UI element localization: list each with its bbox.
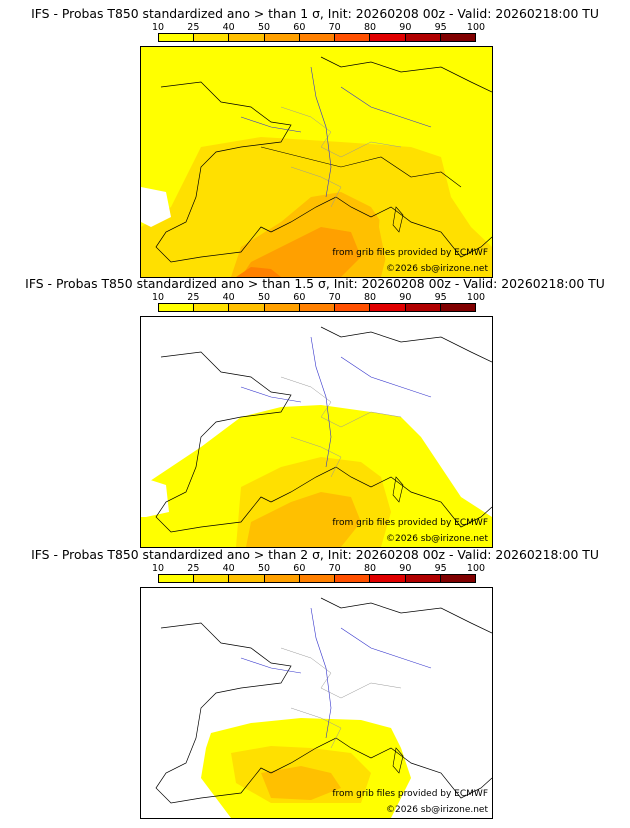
legend-color-segment — [229, 34, 265, 41]
copyright-text: ©2026 sb@irizone.net — [386, 264, 488, 274]
map-panel-1: IFS - Probas T850 standardized ano > tha… — [0, 6, 630, 278]
map-graphic — [141, 47, 492, 277]
legend-tick-label: 90 — [399, 22, 412, 33]
legend-color-segment — [264, 304, 300, 311]
legend-color-segment — [299, 575, 336, 582]
legend-tick-label: 80 — [363, 22, 377, 33]
corsica-outline — [392, 206, 404, 233]
legend-color-segment — [405, 34, 441, 41]
data-source-credit: from grib files provided by ECMWF — [332, 248, 488, 258]
legend-color-segment — [264, 34, 300, 41]
map-graphic — [141, 588, 492, 818]
legend-tick-label: 70 — [328, 292, 341, 303]
legend-color-segment — [370, 575, 406, 582]
legend-tick-label: 70 — [328, 563, 341, 574]
legend-color-segment — [159, 304, 195, 311]
legend-color-segment — [335, 575, 371, 582]
corsica-outline — [392, 476, 404, 503]
legend-color-segment — [405, 575, 441, 582]
corsica-outline — [392, 747, 404, 774]
legend-tick-label: 60 — [293, 563, 306, 574]
panel-title: IFS - Probas T850 standardized ano > tha… — [31, 6, 599, 21]
coastline — [155, 81, 292, 263]
legend-color-segment — [229, 575, 265, 582]
legend-tick-label: 80 — [363, 563, 377, 574]
legend-color-segment — [229, 304, 265, 311]
data-source-credit: from grib files provided by ECMWF — [332, 789, 488, 799]
region-borders — [280, 647, 402, 699]
legend-tick-label: 100 — [466, 563, 486, 574]
legend-color-segment — [335, 34, 371, 41]
legend-tick-label: 60 — [293, 292, 306, 303]
map-graphic — [141, 317, 492, 547]
prob-field-60 — [236, 267, 281, 277]
legend-tick-label: 80 — [363, 292, 377, 303]
color-legend-bar — [158, 303, 476, 312]
copyright-text: ©2026 sb@irizone.net — [386, 805, 488, 815]
legend-tick-label: 60 — [293, 22, 306, 33]
coastline — [155, 351, 292, 533]
legend-color-segment — [440, 304, 475, 311]
legend-tick-label: 90 — [399, 292, 412, 303]
prob-field-40 — [246, 492, 361, 547]
panel-title: IFS - Probas T850 standardized ano > tha… — [31, 547, 599, 562]
legend-color-segment — [370, 304, 406, 311]
legend-color-segment — [370, 34, 406, 41]
prob-field-40 — [261, 766, 341, 800]
legend-color-segment — [194, 575, 230, 582]
legend-ticks: 10 25 40 50 60 70 80 90 95 100 — [150, 563, 490, 574]
region-borders — [280, 106, 402, 158]
legend-tick-label: 25 — [187, 22, 200, 33]
legend-color-segment — [299, 34, 336, 41]
legend-tick-label: 90 — [399, 563, 412, 574]
legend-color-segment — [194, 304, 230, 311]
map-panel-2: IFS - Probas T850 standardized ano > tha… — [0, 276, 630, 548]
legend-tick-label: 50 — [257, 563, 271, 574]
legend-color-segment — [264, 575, 300, 582]
legend-tick-label: 95 — [434, 292, 447, 303]
legend-tick-label: 25 — [187, 292, 200, 303]
legend-tick-label: 40 — [222, 22, 235, 33]
legend-color-segment — [299, 304, 336, 311]
legend-tick-label: 10 — [151, 22, 165, 33]
rivers — [310, 66, 332, 198]
legend-tick-label: 40 — [222, 292, 235, 303]
legend-tick-label: 95 — [434, 563, 447, 574]
legend-tick-label: 10 — [151, 292, 165, 303]
legend-tick-label: 95 — [434, 22, 447, 33]
probability-map: from grib files provided by ECMWF ©2026 … — [140, 46, 493, 278]
legend-color-segment — [335, 304, 371, 311]
legend-tick-label: 40 — [222, 563, 235, 574]
region-borders — [280, 376, 402, 428]
rivers — [310, 336, 332, 468]
legend-color-segment — [440, 34, 475, 41]
panel-title: IFS - Probas T850 standardized ano > tha… — [25, 276, 605, 291]
legend-tick-label: 100 — [466, 292, 486, 303]
coastline — [155, 622, 292, 804]
legend-color-segment — [194, 34, 230, 41]
data-source-credit: from grib files provided by ECMWF — [332, 518, 488, 528]
legend-color-segment — [159, 575, 195, 582]
legend-ticks: 10 25 40 50 60 70 80 90 95 100 — [150, 292, 490, 303]
copyright-text: ©2026 sb@irizone.net — [386, 534, 488, 544]
prob-field-50 — [241, 227, 361, 277]
rivers — [310, 607, 332, 739]
legend-color-segment — [405, 304, 441, 311]
map-panel-3: IFS - Probas T850 standardized ano > tha… — [0, 547, 630, 819]
probability-map: from grib files provided by ECMWF ©2026 … — [140, 316, 493, 548]
legend-tick-label: 50 — [257, 22, 271, 33]
legend-tick-label: 70 — [328, 22, 341, 33]
legend-tick-label: 50 — [257, 292, 271, 303]
legend-tick-label: 10 — [151, 563, 165, 574]
color-legend-bar — [158, 574, 476, 583]
legend-color-segment — [440, 575, 475, 582]
legend-ticks: 10 25 40 50 60 70 80 90 95 100 — [150, 22, 490, 33]
legend-color-segment — [159, 34, 195, 41]
legend-tick-label: 100 — [466, 22, 486, 33]
color-legend-bar — [158, 33, 476, 42]
legend-tick-label: 25 — [187, 563, 200, 574]
probability-map: from grib files provided by ECMWF ©2026 … — [140, 587, 493, 819]
